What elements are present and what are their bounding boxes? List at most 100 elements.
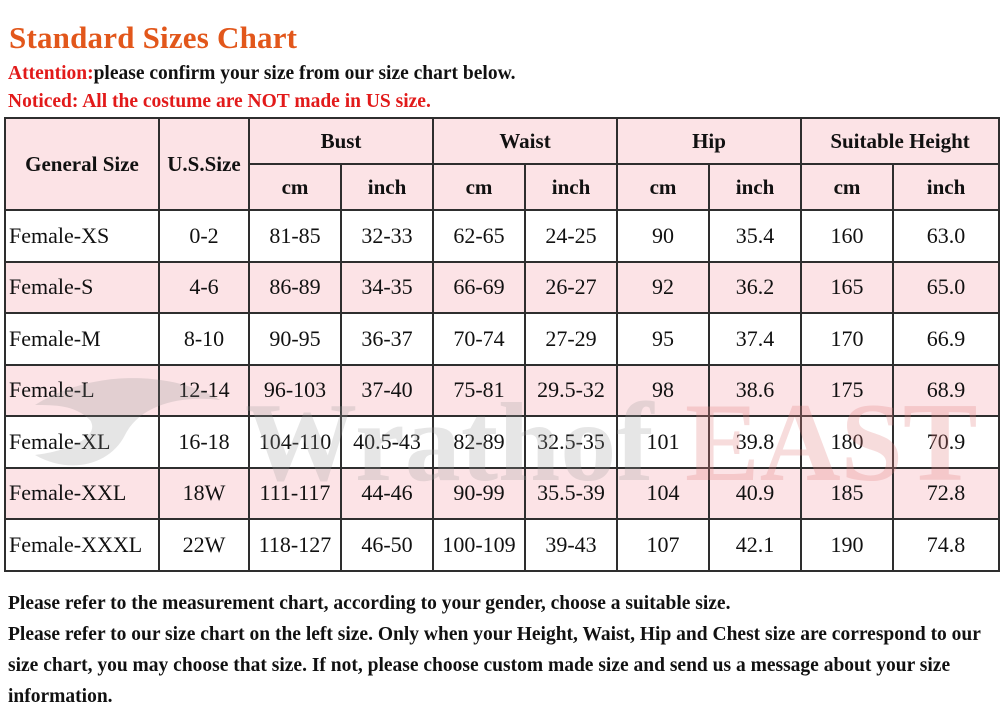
table-row: Female-L 12-14 96-103 37-40 75-81 29.5-32 98 38… — [4, 363, 1000, 417]
table-row: Female-M 8-10 90-95 36-37 70-74 27-29 95 37.4 17… — [4, 312, 1000, 366]
table-cell: 39.8 — [708, 415, 803, 469]
table-cell: 165 — [800, 260, 895, 314]
table-cell: 81-85 — [248, 209, 342, 263]
header-hip-inch: inch — [708, 163, 803, 211]
table-cell: 100-109 — [432, 518, 527, 572]
header-general-size: General Size — [4, 117, 160, 211]
size-name-cell: Female-M — [4, 312, 160, 366]
size-chart: General Size U.S.Size Bust Waist Hip Sui… — [4, 117, 1000, 572]
table-cell: 27-29 — [524, 312, 619, 366]
table-cell: 104-110 — [248, 415, 342, 469]
header-waist-inch: inch — [524, 163, 619, 211]
table-cell: 37-40 — [339, 363, 435, 417]
table-cell: 160 — [800, 209, 895, 263]
table-cell: 74.8 — [892, 518, 1000, 572]
attention-label: Attention: — [8, 63, 94, 84]
instruction-line-2: Please refer to our size chart on the le… — [8, 624, 981, 707]
table-cell: 96-103 — [248, 363, 342, 417]
table-cell: 62-65 — [432, 209, 527, 263]
table-cell: 29.5-32 — [524, 363, 619, 417]
table-cell: 70.9 — [892, 415, 1000, 469]
size-instructions: Please refer to the measurement chart, a… — [8, 588, 993, 712]
size-name-cell: Female-L — [4, 363, 160, 417]
table-cell: 68.9 — [892, 363, 1000, 417]
table-cell: 63.0 — [892, 209, 1000, 263]
table-cell: 175 — [800, 363, 895, 417]
table-cell: 118-127 — [248, 518, 342, 572]
table-cell: 170 — [800, 312, 895, 366]
table-row: Female-XXL 18W 111-117 44-46 90-99 35.5-39 104… — [4, 466, 1000, 520]
table-cell: 111-117 — [248, 466, 342, 520]
table-cell: 92 — [616, 260, 711, 314]
table-cell: 8-10 — [158, 312, 250, 366]
table-cell: 190 — [800, 518, 895, 572]
table-row: Female-XXXL 22W 118-127 46-50 100-109 39-43 10… — [4, 518, 1000, 572]
attention-line: Attention:please confirm your size from … — [8, 63, 515, 85]
header-height-inch: inch — [892, 163, 1000, 211]
table-cell: 98 — [616, 363, 711, 417]
instruction-line-1: Please refer to the measurement chart, a… — [8, 593, 731, 614]
size-name-cell: Female-XXXL — [4, 518, 160, 572]
table-cell: 38.6 — [708, 363, 803, 417]
table-cell: 104 — [616, 466, 711, 520]
table-cell: 46-50 — [339, 518, 435, 572]
table-cell: 72.8 — [892, 466, 1000, 520]
header-waist-cm: cm — [432, 163, 527, 211]
table-cell: 24-25 — [524, 209, 619, 263]
table-row: Female-XS 0-2 81-85 32-33 62-65 24-25 90 35.4 16… — [4, 209, 1000, 263]
table-cell: 35.4 — [708, 209, 803, 263]
table-cell: 12-14 — [158, 363, 250, 417]
table-cell: 75-81 — [432, 363, 527, 417]
table-cell: 66-69 — [432, 260, 527, 314]
table-cell: 35.5-39 — [524, 466, 619, 520]
table-cell: 107 — [616, 518, 711, 572]
table-cell: 70-74 — [432, 312, 527, 366]
table-cell: 37.4 — [708, 312, 803, 366]
table-cell: 26-27 — [524, 260, 619, 314]
size-table-body: Female-XS 0-2 81-85 32-33 62-65 24-25 90 35.4 16… — [4, 209, 1000, 572]
table-cell: 90-99 — [432, 466, 527, 520]
table-cell: 40.5-43 — [339, 415, 435, 469]
table-cell: 101 — [616, 415, 711, 469]
table-cell: 40.9 — [708, 466, 803, 520]
table-cell: 16-18 — [158, 415, 250, 469]
table-cell: 82-89 — [432, 415, 527, 469]
size-table: General Size U.S.Size Bust Waist Hip Sui… — [4, 117, 1000, 572]
size-name-cell: Female-XL — [4, 415, 160, 469]
header-suitable-height: Suitable Height — [800, 117, 1000, 165]
table-cell: 18W — [158, 466, 250, 520]
table-cell: 66.9 — [892, 312, 1000, 366]
size-name-cell: Female-S — [4, 260, 160, 314]
size-name-cell: Female-XS — [4, 209, 160, 263]
table-cell: 32.5-35 — [524, 415, 619, 469]
table-cell: 22W — [158, 518, 250, 572]
header-height-cm: cm — [800, 163, 895, 211]
page-title: Standard Sizes Chart — [9, 20, 298, 55]
table-cell: 180 — [800, 415, 895, 469]
size-name-cell: Female-XXL — [4, 466, 160, 520]
table-cell: 36-37 — [339, 312, 435, 366]
table-cell: 65.0 — [892, 260, 1000, 314]
header-us-size: U.S.Size — [158, 117, 250, 211]
table-cell: 185 — [800, 466, 895, 520]
table-cell: 39-43 — [524, 518, 619, 572]
table-cell: 32-33 — [339, 209, 435, 263]
table-cell: 42.1 — [708, 518, 803, 572]
notice-line: Noticed: All the costume are NOT made in… — [8, 91, 431, 112]
attention-text: please confirm your size from our size c… — [93, 63, 516, 84]
header-bust-cm: cm — [248, 163, 342, 211]
table-cell: 86-89 — [248, 260, 342, 314]
table-cell: 95 — [616, 312, 711, 366]
table-cell: 90-95 — [248, 312, 342, 366]
table-cell: 4-6 — [158, 260, 250, 314]
table-cell: 90 — [616, 209, 711, 263]
header-waist: Waist — [432, 117, 619, 165]
table-cell: 36.2 — [708, 260, 803, 314]
table-row: Female-S 4-6 86-89 34-35 66-69 26-27 92 36.2 165… — [4, 260, 1000, 314]
header-hip-cm: cm — [616, 163, 711, 211]
header-bust-inch: inch — [339, 163, 435, 211]
header-hip: Hip — [616, 117, 803, 165]
table-cell: 44-46 — [339, 466, 435, 520]
table-cell: 0-2 — [158, 209, 250, 263]
table-row: Female-XL 16-18 104-110 40.5-43 82-89 32.5-35… — [4, 415, 1000, 469]
